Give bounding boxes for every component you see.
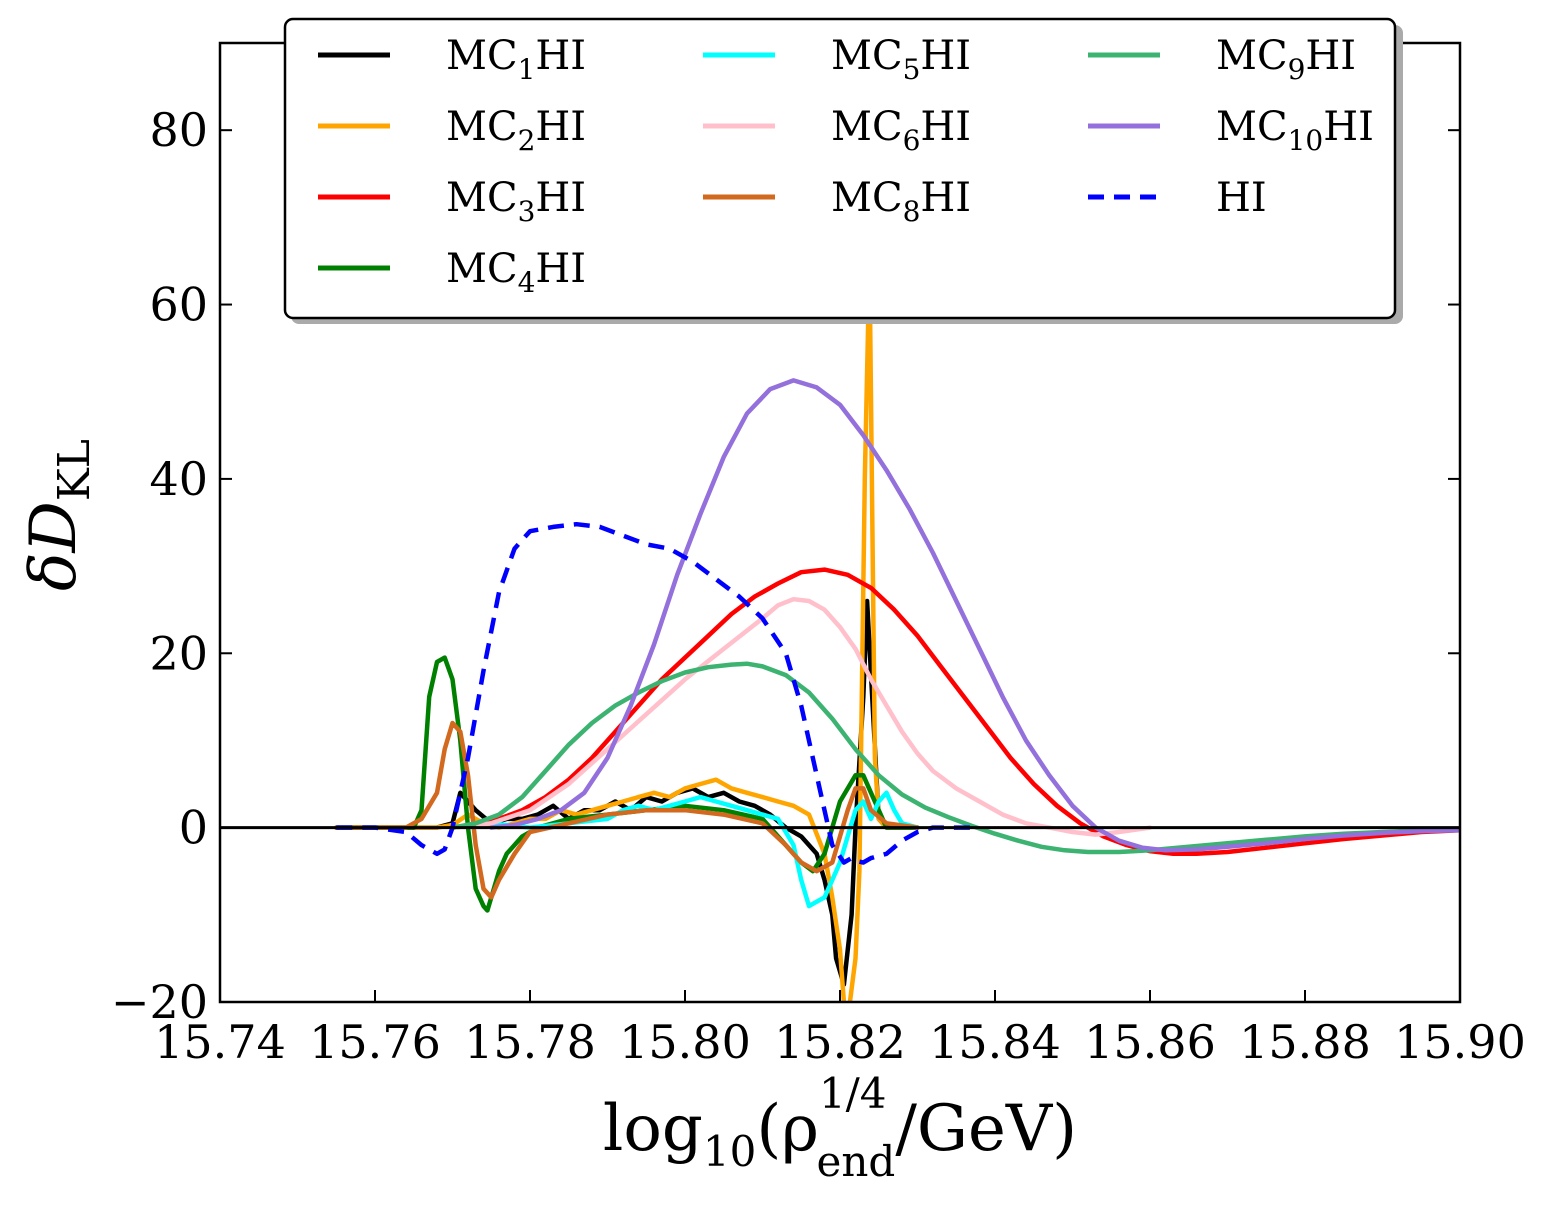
x-tick-label: 15.80 [619, 1015, 751, 1069]
legend-item-mc4hi: MC4HI [318, 246, 586, 299]
legend-item-mc5hi: MC5HI [703, 33, 971, 86]
y-tick-label: 20 [149, 626, 208, 680]
x-tick-label: 15.82 [774, 1015, 906, 1069]
x-tick-label: 15.84 [929, 1015, 1061, 1069]
series-line-mc9hi [450, 661, 1460, 855]
legend-box [283, 17, 1397, 320]
legend-item-mc2hi: MC2HI [318, 104, 586, 157]
y-axis-title-sub: KL [49, 439, 100, 501]
series-line-mc10hi [489, 378, 1460, 853]
y-axis-title: δDKL [17, 439, 100, 591]
series-line-mc3hi [450, 567, 1460, 857]
legend-item-mc10hi: MC10HI [1088, 104, 1374, 157]
y-tick-label: 0 [179, 801, 208, 855]
series-line-mc6hi [450, 596, 1153, 837]
legend-label: MC4HI [446, 246, 586, 299]
x-axis-title-sup: 1/4 [819, 1069, 887, 1118]
x-tick-label: 15.88 [1239, 1015, 1371, 1069]
y-tick-label: 80 [149, 103, 208, 157]
tick-layer: 15.74 15.76 15.78 15.80 15.82 15.84 15.86 15.88… [111, 43, 1526, 1069]
legend-label: MC5HI [831, 33, 971, 86]
legend-label: MC10HI [1216, 104, 1374, 157]
legend-item-hi: HI [1088, 175, 1267, 221]
legend-item-mc3hi: MC3HI [318, 175, 586, 228]
legend: MC1HI MC2HI MC3HI MC4HI MC5HI MC6HI MC8HI MC9HI… [283, 17, 1403, 324]
x-tick-label: 15.74 [154, 1015, 286, 1069]
y-axis-title-delta: δ [17, 552, 91, 591]
y-tick-label: −20 [111, 975, 208, 1029]
x-tick-label: 15.86 [1084, 1015, 1216, 1069]
x-axis-title: log10(ρ1/4 end/GeV) [603, 1069, 1077, 1186]
legend-label: MC9HI [1216, 33, 1356, 86]
y-axis-title-main: D [17, 501, 91, 553]
series-line-mc8hi [334, 720, 920, 900]
x-tick-label: 15.76 [309, 1015, 441, 1069]
legend-label: HI [1216, 175, 1267, 221]
legend-item-mc8hi: MC8HI [703, 175, 971, 228]
plot-area: 15.74 15.76 15.78 15.80 15.82 15.84 15.86 15.88… [111, 41, 1526, 1069]
x-axis-title-close: /GeV) [895, 1092, 1077, 1166]
x-tick-label: 15.78 [464, 1015, 596, 1069]
y-tick-label: 40 [149, 452, 208, 506]
x-tick-label: 15.90 [1394, 1015, 1526, 1069]
x-axis-title-sub: 10 [703, 1127, 756, 1176]
x-axis-title-main: log [603, 1092, 703, 1166]
legend-item-mc6hi: MC6HI [703, 104, 971, 157]
series-line-mc4hi [334, 655, 920, 913]
legend-label: MC8HI [831, 175, 971, 228]
legend-entries: MC1HI MC2HI MC3HI MC4HI MC5HI MC6HI MC8HI MC9HI… [318, 33, 1374, 299]
legend-label: MC1HI [446, 33, 586, 86]
legend-label: MC3HI [446, 175, 586, 228]
legend-item-mc1hi: MC1HI [318, 33, 586, 86]
legend-item-mc9hi: MC9HI [1088, 33, 1356, 86]
legend-label: MC6HI [831, 104, 971, 157]
series-layer [334, 258, 1460, 1002]
x-axis-title-subscript: end [817, 1137, 896, 1186]
x-axis-title-open: (ρ [756, 1092, 819, 1166]
legend-label: MC2HI [446, 104, 586, 157]
y-tick-label: 60 [149, 278, 208, 332]
series-line-mc5hi [450, 790, 920, 909]
